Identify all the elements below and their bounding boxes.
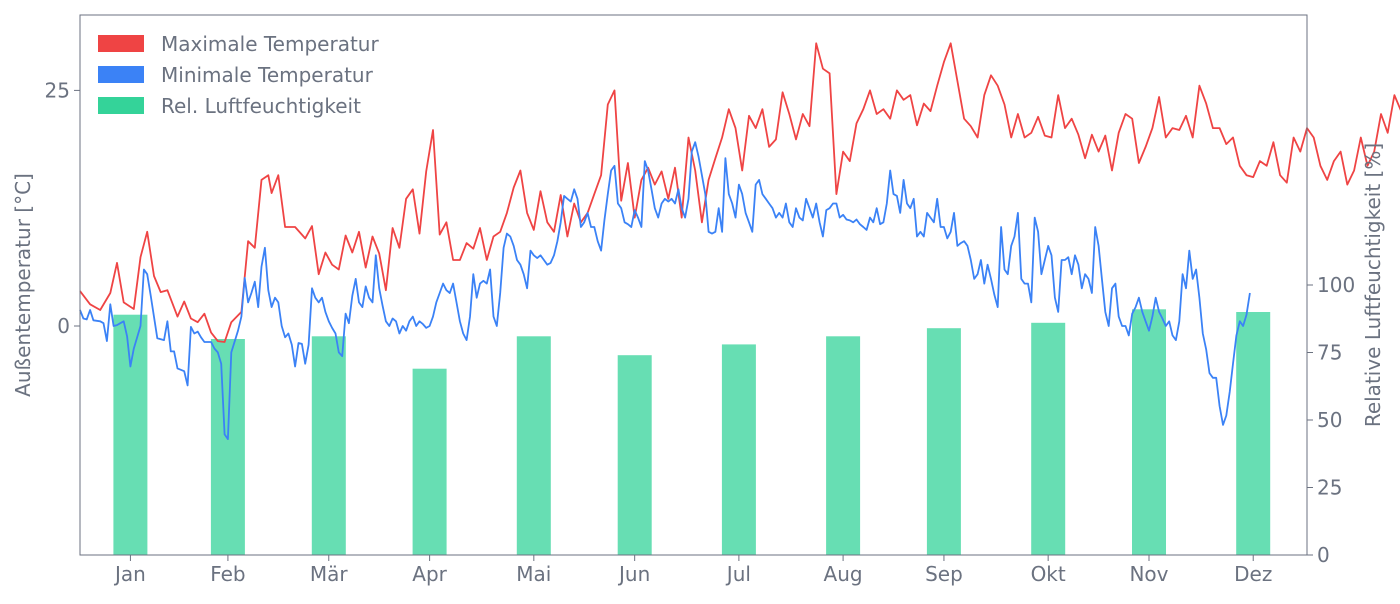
axes: 0 25 0 25 50 75 100 Jan Feb Mär Apr Mai Jun Jul Aug Sep… [45,78,1356,586]
humidity-bar-feb [210,339,245,555]
humidity-bar-jan [113,314,148,555]
humidity-bars [113,309,1271,555]
x-tick-label: Jun [617,562,650,586]
y-right-tick-label: 100 [1317,273,1355,297]
y-right-tick-label: 75 [1317,341,1342,365]
humidity-bar-jun [617,355,652,555]
x-tick-label: Okt [1031,562,1066,586]
humidity-bar-nov [1132,309,1166,555]
humidity-bar-apr [412,368,447,555]
max-temperature-line [79,42,1400,343]
y-right-tick-label: 0 [1317,543,1330,567]
y-left-tick-label: 0 [57,314,70,338]
humidity-bar-okt [1031,322,1066,555]
x-tick-label: Feb [210,562,245,586]
temperature-lines [79,42,1400,440]
min-temperature-line [79,141,1251,440]
legend-swatch-humidity [98,97,144,114]
legend-swatch-max-temp [98,35,144,52]
x-tick-label: Aug [824,562,863,586]
humidity-bar-sep [926,328,961,555]
x-tick-label: Mär [310,562,349,586]
y-left-tick-label: 25 [45,78,70,102]
x-tick-label: Apr [412,562,447,586]
x-tick-label: Jan [113,562,146,586]
x-tick-label: Dez [1234,562,1272,586]
humidity-bar-mai [516,336,551,555]
x-tick-label: Sep [925,562,963,586]
humidity-bar-dez [1236,312,1271,555]
y-right-tick-label: 50 [1317,408,1342,432]
legend: Maximale Temperatur Minimale Temperatur … [98,32,379,118]
x-tick-label: Mai [516,562,551,586]
legend-swatch-min-temp [98,66,144,83]
y-axis-left-label: Außentemperatur [°C] [11,173,35,397]
humidity-bar-aug [826,336,861,555]
legend-label-humidity: Rel. Luftfeuchtigkeit [161,94,361,118]
legend-label-max-temp: Maximale Temperatur [161,32,379,56]
legend-label-min-temp: Minimale Temperatur [161,63,374,87]
y-axis-right-label: Relative Luftfeuchtigkeit [%] [1361,143,1385,427]
humidity-bar-maer [311,336,346,555]
y-right-tick-label: 25 [1317,476,1342,500]
x-tick-label: Jul [725,562,751,586]
humidity-bar-jul [721,344,756,555]
x-tick-label: Nov [1129,562,1168,586]
